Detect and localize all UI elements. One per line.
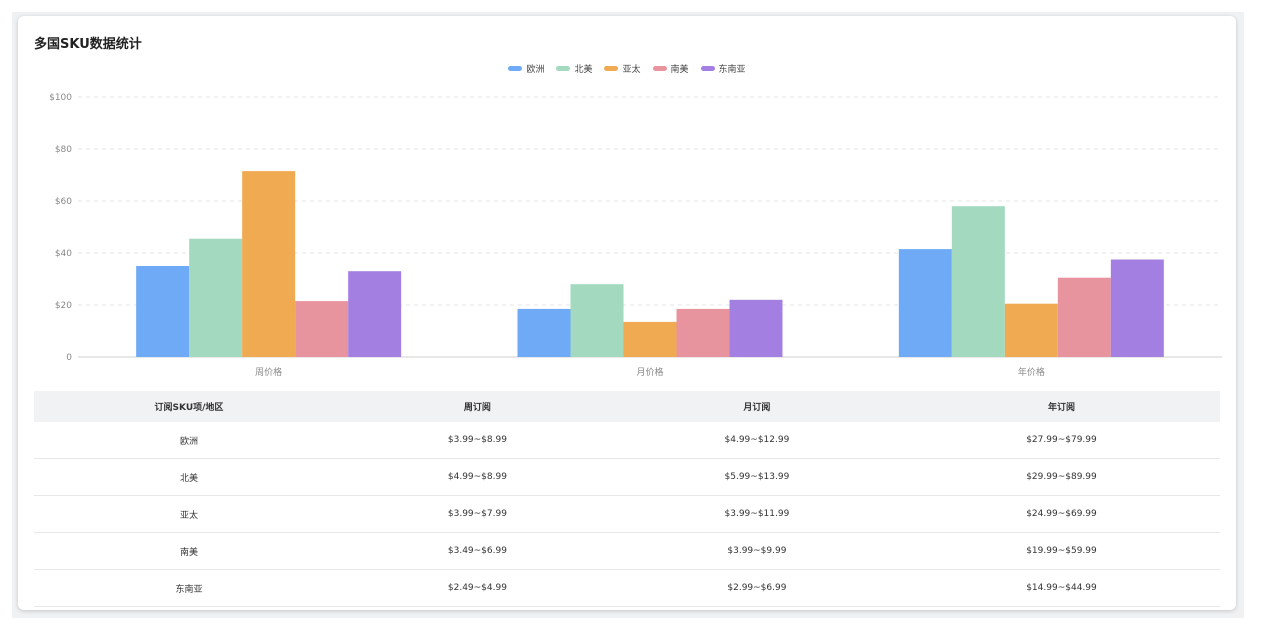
y-tick-label: $100 xyxy=(49,93,72,103)
table-cell: $2.99~$6.99 xyxy=(610,569,903,607)
bar-2-0 xyxy=(898,249,952,357)
bar-1-4 xyxy=(729,299,783,357)
table-cell: $3.99~$11.99 xyxy=(610,495,903,533)
bar-1-1 xyxy=(570,284,624,357)
x-tick-label: 年价格 xyxy=(1018,366,1045,378)
y-tick-label: $40 xyxy=(55,249,72,259)
legend-swatch xyxy=(556,66,571,71)
table-cell: 欧洲 xyxy=(34,422,344,459)
table-cell: 亚太 xyxy=(34,495,344,533)
legend-swatch xyxy=(604,66,619,71)
table-header-cell: 年订阅 xyxy=(902,391,1220,422)
table-cell: $2.49~$4.99 xyxy=(343,569,611,607)
legend-item-europe[interactable]: 欧洲 xyxy=(508,62,544,75)
table-header-cell: 周订阅 xyxy=(343,391,611,422)
x-tick-label: 周价格 xyxy=(255,366,282,378)
card-title: 多国SKU数据统计 xyxy=(34,37,142,52)
table-cell: 北美 xyxy=(34,458,344,496)
legend-label: 东南亚 xyxy=(718,65,746,75)
table-cell: $27.99~$79.99 xyxy=(902,422,1220,459)
y-tick-label: 0 xyxy=(66,353,72,363)
chart-legend: 欧洲 北美 亚太 南美 东南亚 xyxy=(18,62,1236,75)
legend-label: 南美 xyxy=(670,65,689,75)
table-row: 欧洲 $3.99~$8.99 $4.99~$12.99 $27.99~$79.9… xyxy=(34,422,1220,459)
legend-item-asia-pacific[interactable]: 亚太 xyxy=(604,62,641,75)
sku-price-table: 订阅SKU项/地区 周订阅 月订阅 年订阅 欧洲 $3.99~$8.99 $4.… xyxy=(34,391,1220,607)
chart-card: 多国SKU数据统计 欧洲 北美 亚太 南美 东南亚 0 $20 $40 $60 $80 $… xyxy=(18,16,1236,610)
table-cell: $4.99~$8.99 xyxy=(343,458,611,496)
legend-swatch xyxy=(700,66,715,71)
y-tick-label: $60 xyxy=(55,197,72,207)
bar-2-2 xyxy=(1004,303,1058,357)
x-tick-label: 月价格 xyxy=(636,366,663,378)
table-cell: $3.49~$6.99 xyxy=(343,532,611,570)
table-cell: 东南亚 xyxy=(34,569,344,607)
legend-item-south-america[interactable]: 南美 xyxy=(652,62,689,75)
legend-label: 欧洲 xyxy=(526,65,545,75)
bar-0-1 xyxy=(189,238,243,357)
table-row: 北美 $4.99~$8.99 $5.99~$13.99 $29.99~$89.9… xyxy=(34,458,1220,496)
table-cell: $3.99~$9.99 xyxy=(610,532,903,570)
bar-2-1 xyxy=(951,206,1005,357)
bar-0-2 xyxy=(242,171,296,357)
table-cell: $3.99~$8.99 xyxy=(343,422,611,459)
bar-0-0 xyxy=(136,266,190,357)
bar-1-2 xyxy=(623,321,677,357)
bar-2-4 xyxy=(1110,259,1164,357)
table-header-row: 订阅SKU项/地区 周订阅 月订阅 年订阅 xyxy=(34,391,1220,422)
table-row: 亚太 $3.99~$7.99 $3.99~$11.99 $24.99~$69.9… xyxy=(34,495,1220,533)
table-cell: $4.99~$12.99 xyxy=(610,422,903,459)
legend-label: 北美 xyxy=(574,65,593,75)
table-cell: $3.99~$7.99 xyxy=(343,495,611,533)
table-cell: $14.99~$44.99 xyxy=(902,569,1220,607)
table-row: 南美 $3.49~$6.99 $3.99~$9.99 $19.99~$59.99 xyxy=(34,532,1220,570)
bar-1-3 xyxy=(676,308,730,357)
bar-2-3 xyxy=(1057,277,1111,357)
table-cell: 南美 xyxy=(34,532,344,570)
legend-item-north-america[interactable]: 北美 xyxy=(556,62,592,75)
y-tick-label: $80 xyxy=(55,145,72,155)
table-header-cell: 订阅SKU项/地区 xyxy=(34,391,344,422)
legend-swatch xyxy=(508,66,523,71)
y-tick-label: $20 xyxy=(55,301,72,311)
table-header-cell: 月订阅 xyxy=(610,391,903,422)
table-cell: $5.99~$13.99 xyxy=(610,458,903,496)
bar-chart: 0 $20 $40 $60 $80 $100 周价格 月价格 年价格 xyxy=(49,93,1222,378)
bar-1-0 xyxy=(517,308,571,357)
bar-0-3 xyxy=(295,301,349,357)
bar-0-4 xyxy=(348,271,402,357)
legend-label: 亚太 xyxy=(622,65,641,75)
table-cell: $19.99~$59.99 xyxy=(902,532,1220,570)
table-row: 东南亚 $2.49~$4.99 $2.99~$6.99 $14.99~$44.9… xyxy=(34,569,1220,607)
legend-item-southeast-asia[interactable]: 东南亚 xyxy=(700,62,746,75)
legend-swatch xyxy=(652,66,667,71)
table-cell: $29.99~$89.99 xyxy=(902,458,1220,496)
table-cell: $24.99~$69.99 xyxy=(902,495,1220,533)
